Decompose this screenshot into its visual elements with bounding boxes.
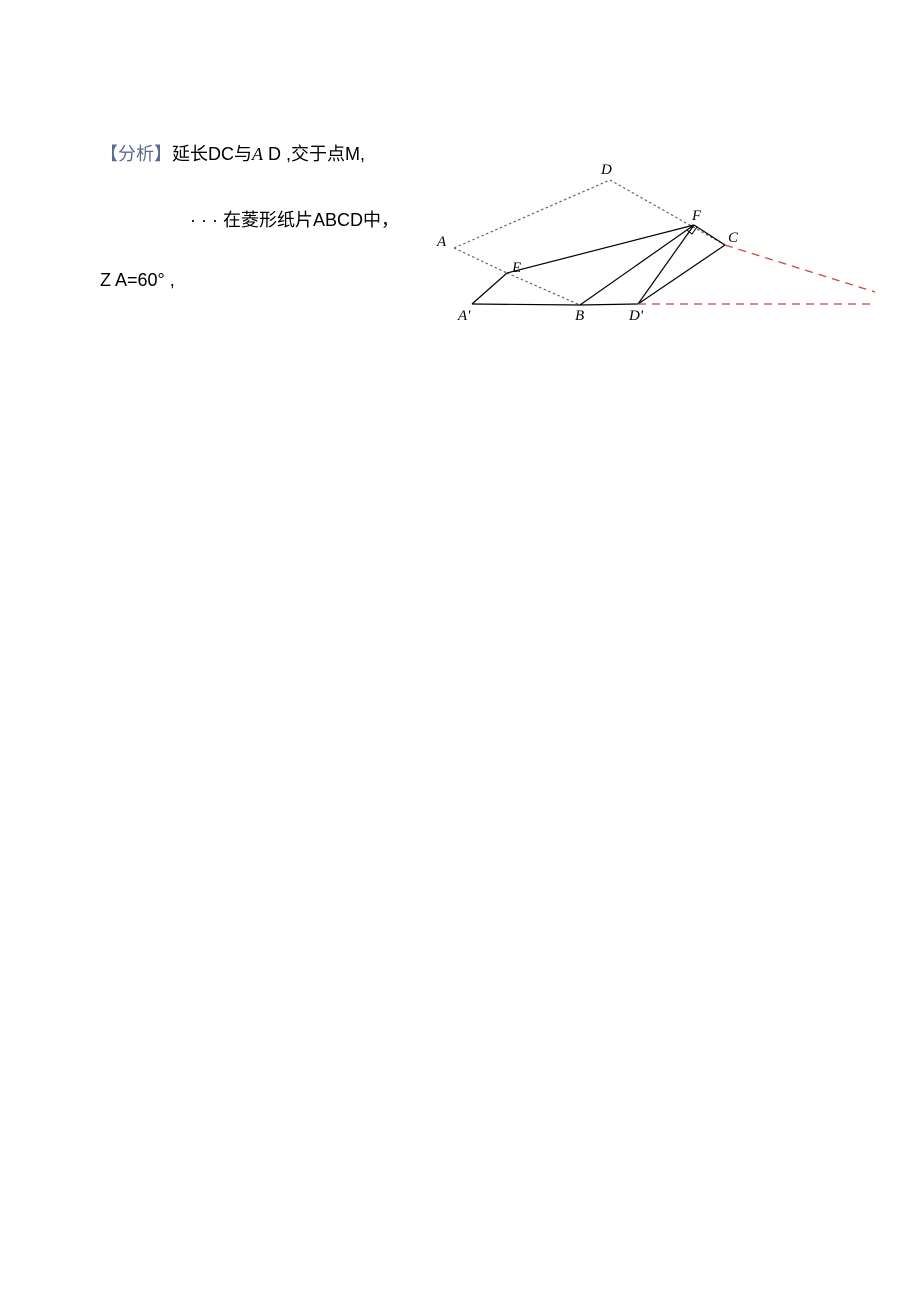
label-Aprime: A' (458, 308, 470, 325)
label-F: F (692, 208, 701, 225)
line-A-E (454, 248, 507, 273)
analysis-tag: 【分析】 (100, 144, 172, 164)
line-E-B (507, 273, 580, 305)
line1-italic: A (252, 144, 263, 164)
line-A-D (454, 180, 610, 248)
line2-dots: · · · (190, 210, 223, 230)
line1-text-2: D ,交于点M, (263, 144, 365, 164)
diagram-svg (430, 160, 890, 360)
label-C: C (728, 230, 738, 247)
label-E: E (512, 260, 521, 277)
label-B: B (575, 308, 584, 325)
line1-text-1: 延长DC与 (172, 144, 252, 164)
line-Aprime-B (472, 304, 580, 305)
line-B-F (580, 225, 694, 305)
line3-text: Z A=60° , (100, 270, 175, 290)
label-D: D (601, 162, 612, 179)
line-B-Dprime (580, 304, 638, 305)
line-F-C (694, 225, 725, 245)
label-Dprime: D' (629, 308, 643, 325)
line-D-C (610, 180, 725, 245)
line-C-M-dashed (725, 245, 875, 292)
line-E-F (507, 225, 694, 273)
geometry-diagram: D A F C E A' B D' (430, 160, 890, 360)
label-A: A (437, 234, 446, 251)
line-Aprime-E (472, 273, 507, 304)
line2-text: 在菱形纸片ABCD中， (223, 210, 399, 230)
line-Dprime-C (638, 245, 725, 304)
